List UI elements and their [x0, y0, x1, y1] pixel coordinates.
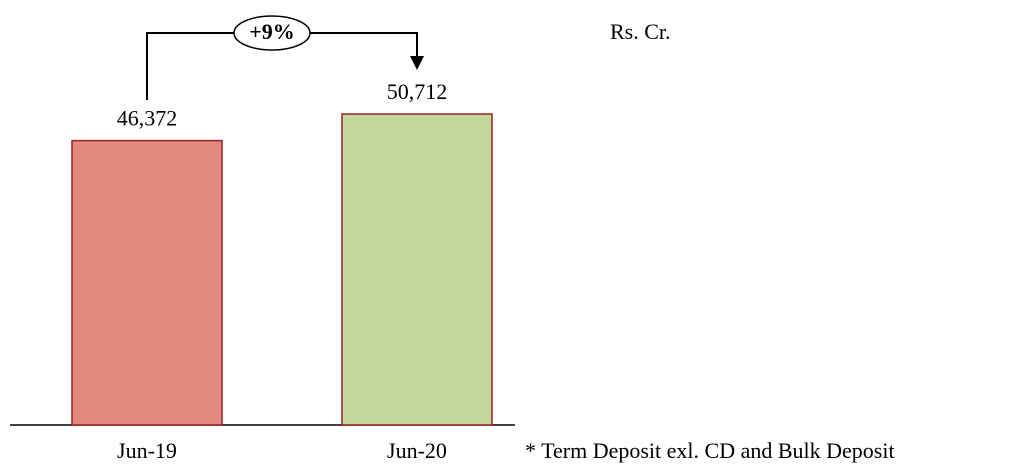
- annotation: +9%: [249, 19, 295, 44]
- x-tick-label: Jun-19: [117, 438, 177, 463]
- value-label: 50,712: [387, 79, 448, 104]
- arrow-head: [410, 56, 424, 70]
- bar: [341, 113, 493, 426]
- growth-bracket: [146, 32, 418, 100]
- unit-label: Rs. Cr.: [610, 19, 671, 44]
- footnote: * Term Deposit exl. CD and Bulk Deposit: [525, 438, 895, 463]
- annotation-oval: [233, 15, 311, 51]
- value-label: 46,372: [117, 106, 178, 131]
- bar: [71, 139, 223, 426]
- x-tick-label: Jun-20: [387, 438, 447, 463]
